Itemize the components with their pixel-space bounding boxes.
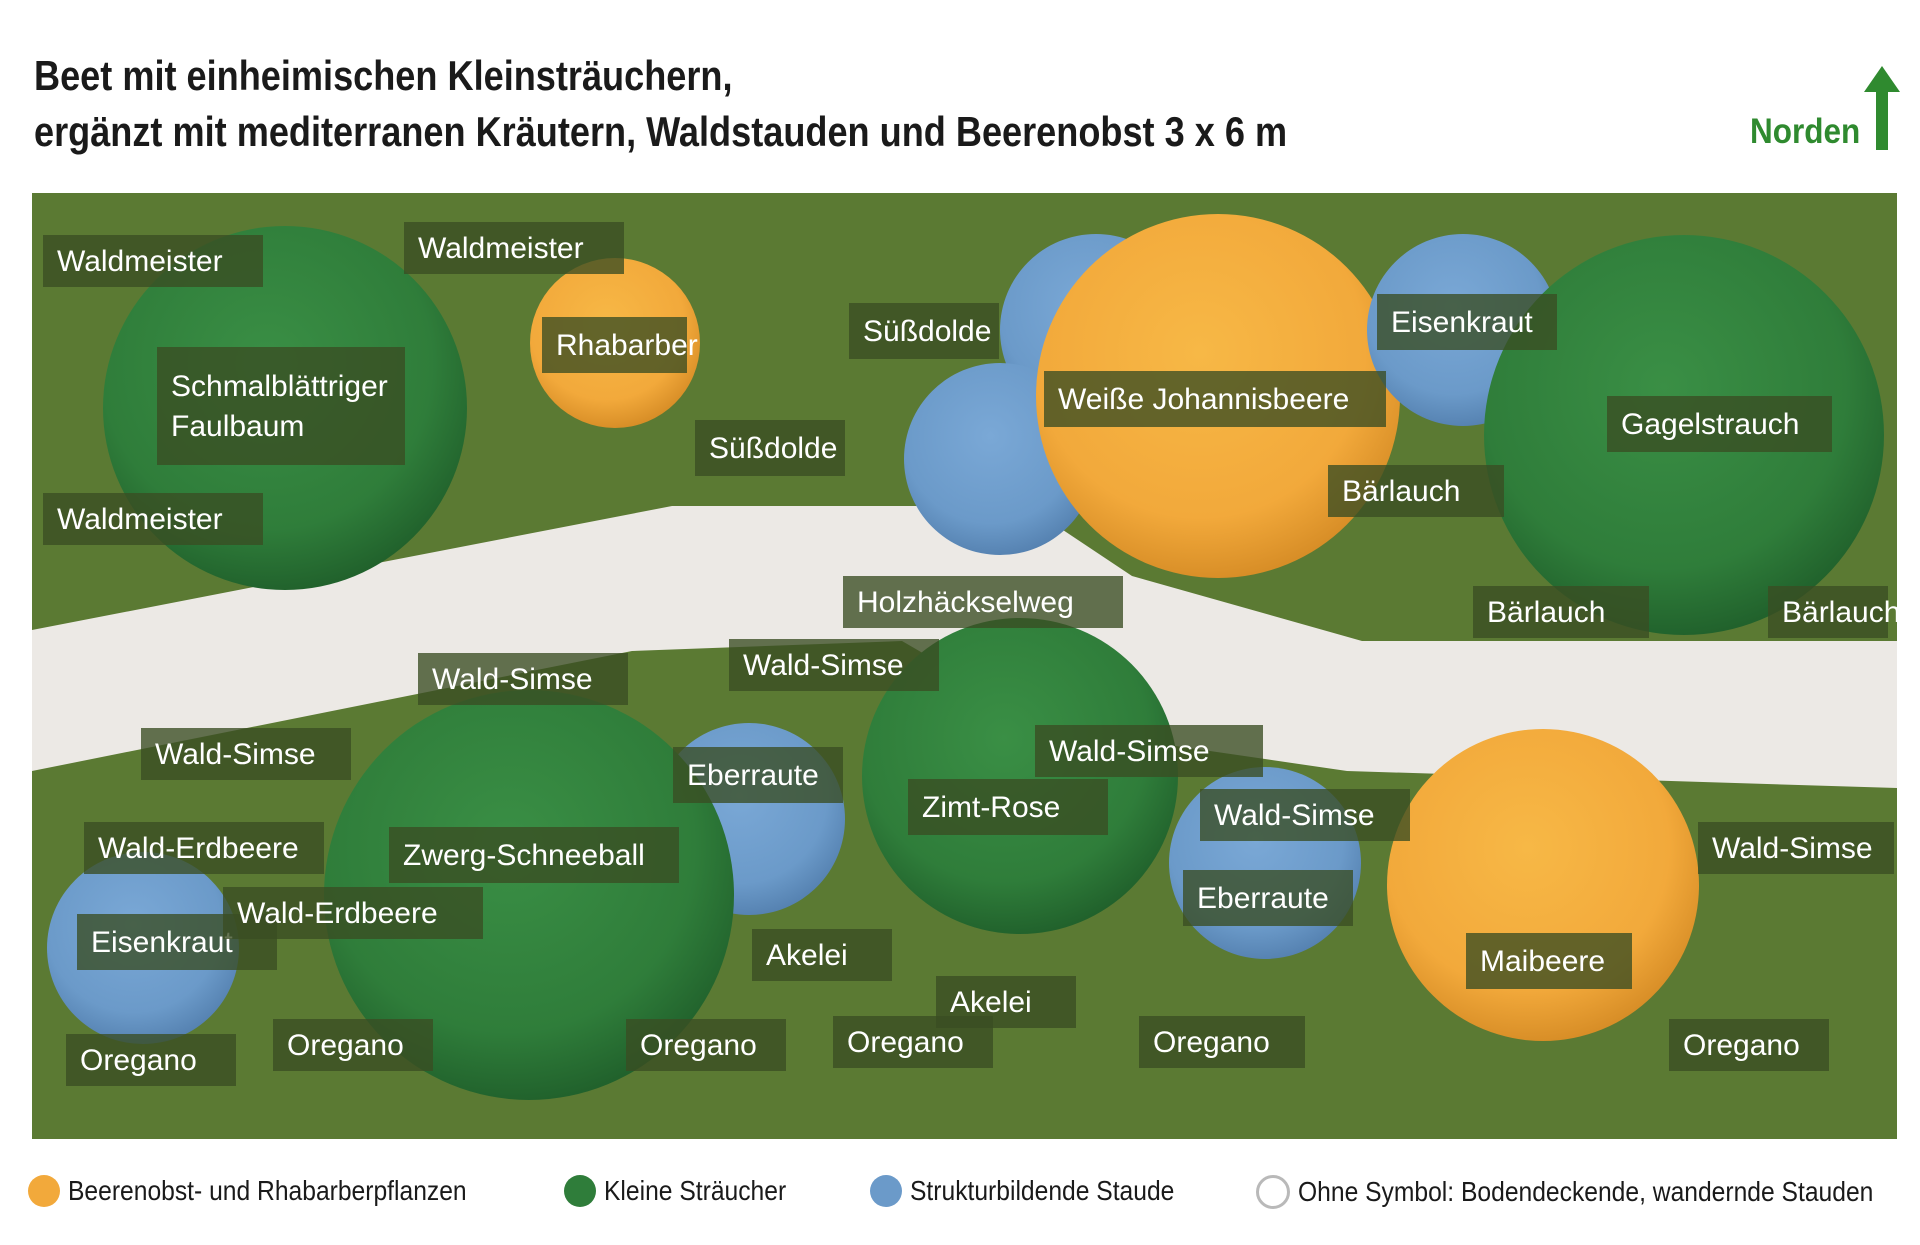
groundcover-label-box — [1698, 822, 1894, 874]
title-line-2: ergänzt mit mediterranen Kräutern, Walds… — [34, 108, 1288, 155]
blue-dot-icon — [870, 1175, 902, 1207]
groundcover-label-wald-simse: Wald-Simse — [432, 663, 593, 696]
groundcover-label-waldmeister: Waldmeister — [418, 232, 584, 265]
plant-label-eisenkraut: Eisenkraut — [91, 926, 233, 959]
plant-label-eisenkraut: Eisenkraut — [1391, 306, 1533, 339]
plant-label-maibeere: Maibeere — [1480, 945, 1605, 978]
plant-label-box — [1377, 294, 1557, 350]
groundcover-label-holzhaeckselweg: Holzhäckselweg — [857, 586, 1074, 619]
plant-label-suessdolde: Süßdolde — [863, 315, 991, 348]
plant-label-box — [1044, 371, 1386, 427]
orange-dot-icon — [28, 1175, 60, 1207]
plant-label-box — [1607, 396, 1832, 452]
legend-label: Kleine Sträucher — [604, 1175, 787, 1206]
title-line-1: Beet mit einheimischen Kleinsträuchern, — [34, 52, 733, 99]
north-indicator: Norden — [1750, 66, 1910, 156]
groundcover-label-box — [404, 222, 624, 274]
groundcover-label-waldmeister: Waldmeister — [57, 503, 223, 536]
groundcover-label-box — [141, 728, 351, 780]
groundcover-label-baerlauch: Bärlauch — [1487, 596, 1605, 629]
plant-label-box — [908, 779, 1108, 835]
groundcover-label-box — [84, 822, 324, 874]
groundcover-label-box — [843, 576, 1123, 628]
empty-circle-icon — [1256, 1175, 1290, 1209]
plant-label-box — [849, 303, 999, 359]
legend-item-perennials: Strukturbildende Staude — [870, 1175, 1210, 1207]
groundcover-label-akelei: Akelei — [950, 986, 1032, 1019]
groundcover-label-box — [418, 653, 628, 705]
groundcover-label-box — [752, 929, 892, 981]
plant-circle-zwerg-schneeball — [324, 690, 734, 1100]
north-label: Norden — [1750, 112, 1861, 151]
groundcover-label-oregano: Oregano — [1683, 1029, 1800, 1062]
diagram-title: Beet mit einheimischen Kleinsträuchern, … — [34, 48, 1287, 160]
plant-label-zwerg-schneeball: Zwerg-Schneeball — [403, 839, 645, 872]
groundcover-label-wald-erdbeere: Wald-Erdbeere — [98, 832, 299, 865]
plant-label-schmalblaettriger-faulbaum: Schmalblättriger Faulbaum — [171, 370, 388, 443]
groundcover-label-box — [66, 1034, 236, 1086]
plant-label-rhabarber: Rhabarber — [556, 329, 698, 362]
plant-circle-zimt-rose — [862, 618, 1178, 934]
groundcover-label-wald-simse: Wald-Simse — [743, 649, 904, 682]
plant-label-weisse-johannisbeere: Weiße Johannisbeere — [1058, 383, 1349, 416]
legend-label: Ohne Symbol: Bodendeckende, wandernde St… — [1298, 1176, 1874, 1207]
legend-item-shrubs: Kleine Sträucher — [564, 1175, 811, 1207]
groundcover-label-box — [626, 1019, 786, 1071]
groundcover-label-wald-simse: Wald-Simse — [155, 738, 316, 771]
groundcover-label-baerlauch: Bärlauch — [1342, 475, 1460, 508]
groundcover-label-box — [1200, 789, 1410, 841]
groundcover-label-baerlauch: Bärlauch — [1782, 596, 1897, 629]
groundcover-label-wald-erdbeere: Wald-Erdbeere — [237, 897, 438, 930]
groundcover-label-box — [1768, 586, 1888, 638]
groundcover-label-box — [273, 1019, 433, 1071]
groundcover-label-oregano: Oregano — [1153, 1026, 1270, 1059]
plant-label-gagelstrauch: Gagelstrauch — [1621, 408, 1799, 441]
plant-label-box — [1183, 870, 1353, 926]
plant-label-box — [695, 420, 845, 476]
plant-label-box — [542, 317, 687, 373]
groundcover-label-box — [1139, 1016, 1305, 1068]
plant-label-zimt-rose: Zimt-Rose — [922, 791, 1060, 824]
groundcover-label-oregano: Oregano — [80, 1044, 197, 1077]
groundcover-label-box — [1035, 725, 1263, 777]
groundcover-label-box — [833, 1016, 993, 1068]
groundcover-label-box — [223, 887, 483, 939]
arrow-up-icon — [1864, 66, 1900, 150]
plant-label-box — [673, 747, 843, 803]
plant-label-eberraute: Eberraute — [1197, 882, 1329, 915]
groundcover-label-waldmeister: Waldmeister — [57, 245, 223, 278]
groundcover-label-box — [1669, 1019, 1829, 1071]
garden-plan: Schmalblättriger Faulbaum Rhabarber Süßdold… — [32, 193, 1897, 1139]
groundcover-label-wald-simse: Wald-Simse — [1214, 799, 1375, 832]
groundcover-label-box — [1473, 586, 1649, 638]
groundcover-label-box — [43, 493, 263, 545]
plant-label-box — [389, 827, 679, 883]
groundcover-label-wald-simse: Wald-Simse — [1712, 832, 1873, 865]
plant-label-box — [157, 347, 405, 465]
legend-item-groundcover: Ohne Symbol: Bodendeckende, wandernde St… — [1256, 1175, 1920, 1209]
groundcover-label-box — [43, 235, 263, 287]
groundcover-label-oregano: Oregano — [847, 1026, 964, 1059]
groundcover-label-oregano: Oregano — [287, 1029, 404, 1062]
groundcover-label-akelei: Akelei — [766, 939, 848, 972]
groundcover-label-wald-simse: Wald-Simse — [1049, 735, 1210, 768]
groundcover-label-box — [729, 639, 939, 691]
green-dot-icon — [564, 1175, 596, 1207]
plant-label-suessdolde: Süßdolde — [709, 432, 837, 465]
groundcover-label-box — [1328, 465, 1504, 517]
plant-label-box — [1466, 933, 1632, 989]
groundcover-label-oregano: Oregano — [640, 1029, 757, 1062]
legend-label: Strukturbildende Staude — [910, 1175, 1175, 1206]
legend-label: Beerenobst- und Rhabarberpflanzen — [68, 1175, 467, 1206]
plant-circle-maibeere — [1387, 729, 1699, 1041]
plant-label-eberraute: Eberraute — [687, 759, 819, 792]
legend: Beerenobst- und Rhabarberpflanzen Kleine… — [28, 1175, 1898, 1219]
legend-item-berries: Beerenobst- und Rhabarberpflanzen — [28, 1175, 521, 1207]
